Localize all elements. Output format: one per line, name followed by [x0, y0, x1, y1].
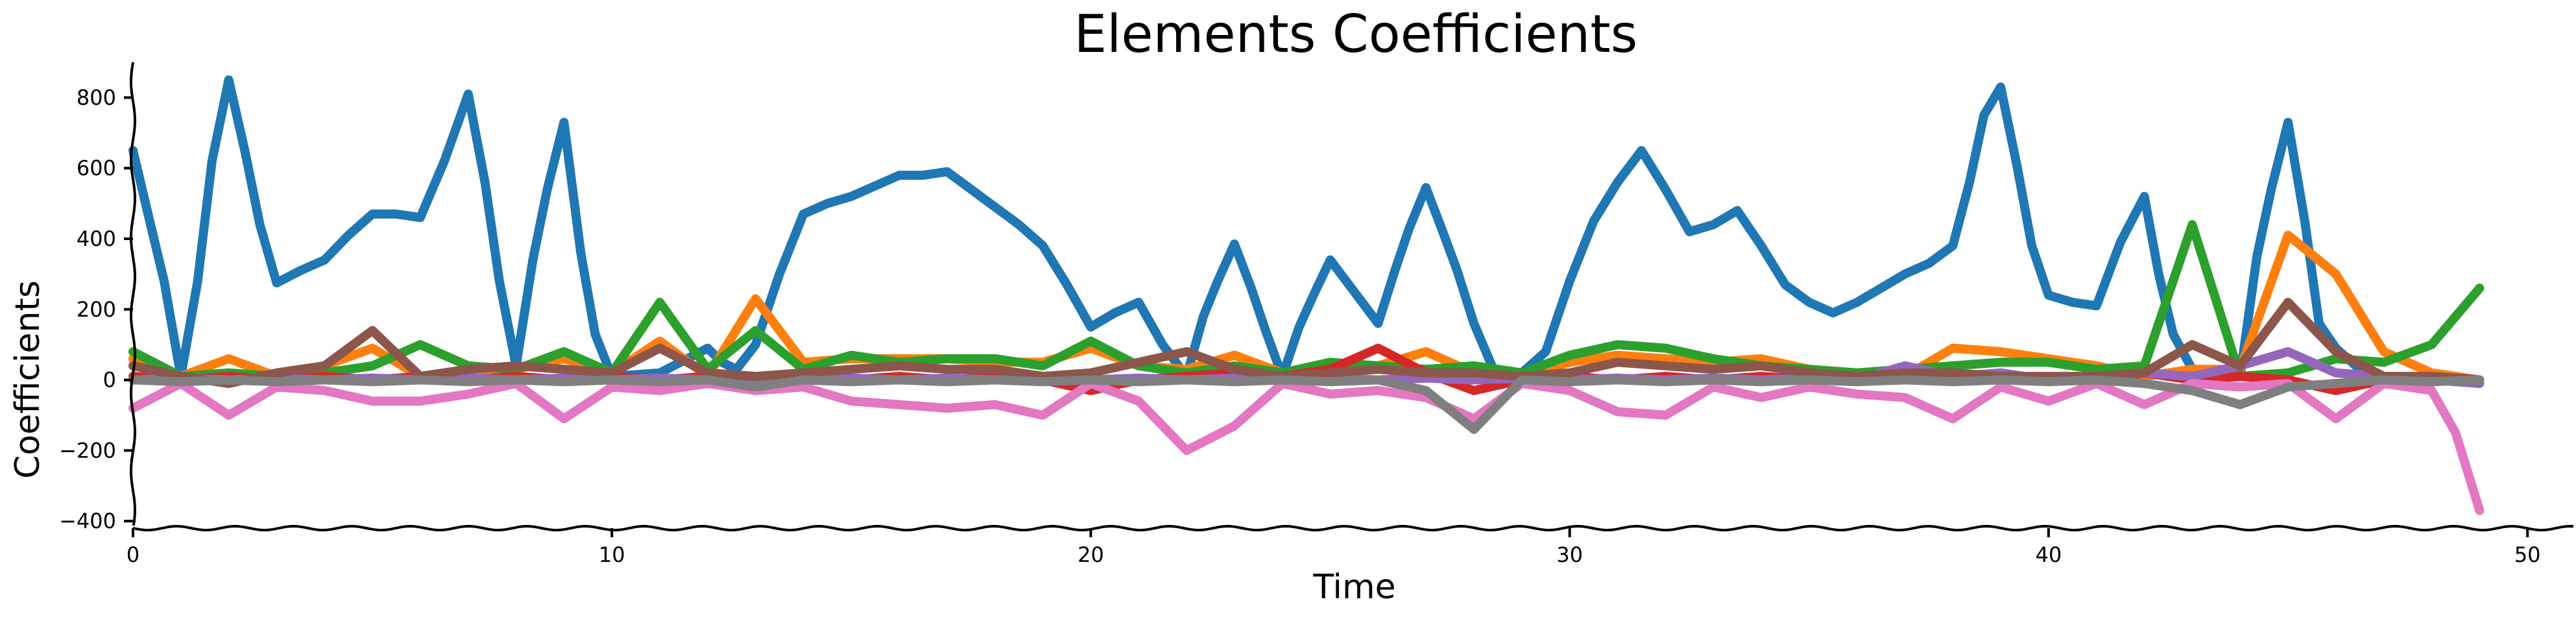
y-tick-label: 200 — [77, 297, 116, 322]
y-tick-label: −200 — [59, 438, 116, 463]
x-tick-label: 40 — [2036, 542, 2062, 567]
plot-area — [128, 75, 2485, 515]
y-axis-label: Coefficients — [8, 280, 47, 479]
axes: 0 10 20 30 40 50 −400 −200 0 200 400 600 800 — [59, 62, 2574, 567]
y-tick-label: 400 — [77, 226, 116, 251]
x-tick-label: 30 — [1556, 542, 1583, 567]
series-line-8 — [128, 375, 2485, 434]
x-tick-label: 10 — [599, 542, 625, 567]
series-line-1 — [128, 75, 2437, 385]
x-tick-label: 0 — [126, 542, 139, 567]
y-tick-label: 600 — [77, 156, 116, 180]
x-tick-label: 50 — [2514, 542, 2541, 567]
series-line-7 — [128, 379, 2485, 515]
y-tick-label: −400 — [59, 509, 116, 533]
y-tick-label: 0 — [103, 368, 116, 393]
x-axis-label: Time — [1312, 568, 1395, 607]
x-axis-line — [132, 524, 2574, 532]
chart-title: Elements Coefficients — [1074, 4, 1638, 64]
x-tick-label: 20 — [1077, 542, 1104, 567]
y-tick-label: 800 — [77, 85, 116, 110]
y-axis-line — [129, 62, 137, 526]
